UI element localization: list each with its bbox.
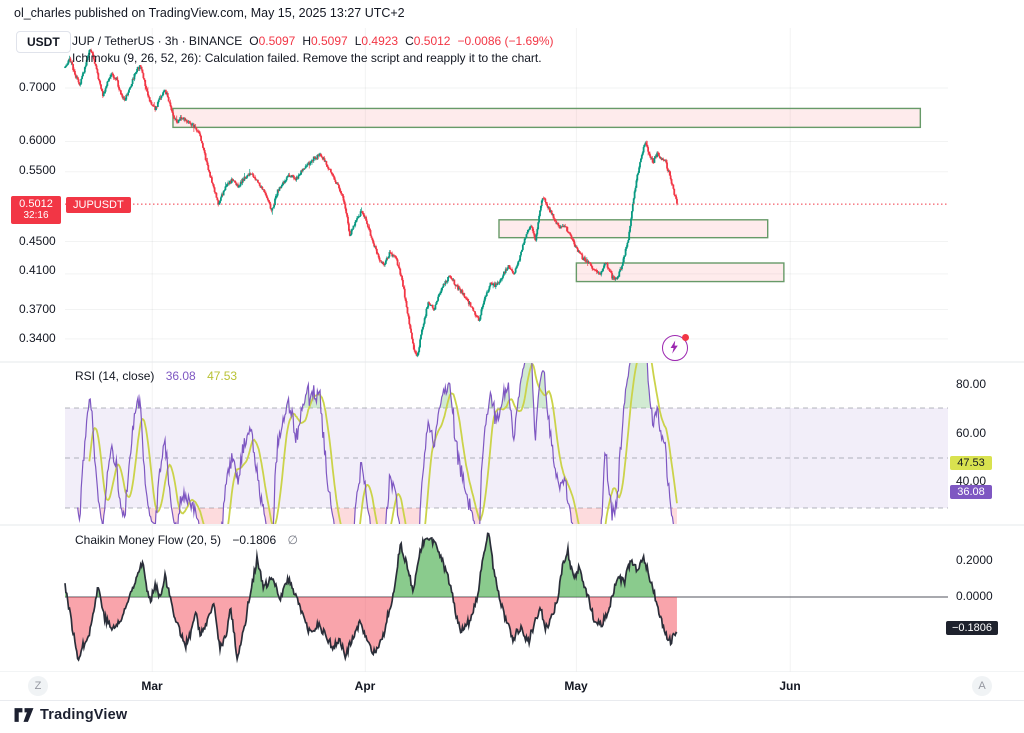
rsi-title: RSI (14, close) — [75, 369, 155, 383]
rsi-tick: 80.00 — [956, 377, 987, 391]
cmf-legend[interactable]: Chaikin Money Flow (20, 5) −0.1806 ∅ — [75, 533, 298, 547]
ohlc-open: O0.5097 — [249, 34, 296, 48]
timezone-badge[interactable]: Z — [28, 676, 48, 696]
rsi-ma-axis-label: 47.53 — [950, 456, 992, 470]
brand-text: TradingView — [40, 707, 128, 723]
currency-toggle-button[interactable]: USDT — [16, 31, 71, 53]
rsi-ma-value: 47.53 — [207, 369, 238, 383]
lightning-bolt-icon — [670, 340, 678, 354]
published-byline: ol_charles published on TradingView.com,… — [14, 6, 405, 20]
footer-divider — [0, 700, 1024, 701]
price-tick: 0.3700 — [19, 302, 56, 316]
cmf-value: −0.1806 — [232, 533, 277, 547]
auto-scale-badge[interactable]: A — [972, 676, 992, 696]
price-tick: 0.6000 — [19, 133, 56, 147]
last-price-label: 0.5012 32:16 — [11, 196, 61, 224]
time-tick-mar[interactable]: Mar — [141, 679, 163, 693]
no-volume-icon: ∅ — [287, 533, 298, 547]
rsi-tick: 60.00 — [956, 426, 987, 440]
flash-circle — [662, 335, 688, 361]
rsi-legend[interactable]: RSI (14, close) 36.08 47.53 — [75, 369, 237, 383]
price-tick: 0.7000 — [19, 80, 56, 94]
price-tick: 0.3400 — [19, 331, 56, 345]
rsi-value: 36.08 — [165, 369, 196, 383]
ohlc-high: H0.5097 — [302, 34, 348, 48]
notification-dot — [682, 334, 689, 341]
ohlc-close: C0.5012 — [405, 34, 451, 48]
time-tick-jun[interactable]: Jun — [779, 679, 801, 693]
ohlc-low: L0.4923 — [354, 34, 399, 48]
cmf-axis-label: −0.1806 — [946, 621, 998, 635]
cmf-tick: 0.0000 — [956, 589, 993, 603]
rsi-axis-label: 36.08 — [950, 485, 992, 499]
flash-alert-icon[interactable] — [662, 334, 689, 362]
price-tick: 0.4100 — [19, 263, 56, 277]
time-tick-apr[interactable]: Apr — [354, 679, 376, 693]
cmf-tick: 0.2000 — [956, 553, 993, 567]
ichimoku-error-message[interactable]: Ichimoku (9, 26, 52, 26): Calculation fa… — [72, 51, 542, 65]
symbol-title: JUP / TetherUS · 3h · BINANCE — [72, 34, 243, 48]
price-tick: 0.5500 — [19, 163, 56, 177]
bar-countdown: 32:16 — [23, 210, 49, 221]
symbol-legend[interactable]: JUP / TetherUS · 3h · BINANCE O0.5097 H0.5… — [72, 34, 554, 48]
rsi-tick: 40.00 — [956, 474, 987, 488]
chart-canvas[interactable] — [0, 28, 1024, 672]
symbol-axis-label: JUPUSDT — [66, 197, 131, 213]
change-value: −0.0086 (−1.69%) — [457, 34, 554, 48]
last-price-value: 0.5012 — [19, 198, 53, 210]
price-tick: 0.4500 — [19, 234, 56, 248]
cmf-title: Chaikin Money Flow (20, 5) — [75, 533, 222, 547]
tradingview-logo-icon — [14, 708, 34, 722]
tradingview-brand[interactable]: TradingView — [14, 707, 127, 723]
time-tick-may[interactable]: May — [564, 679, 588, 693]
